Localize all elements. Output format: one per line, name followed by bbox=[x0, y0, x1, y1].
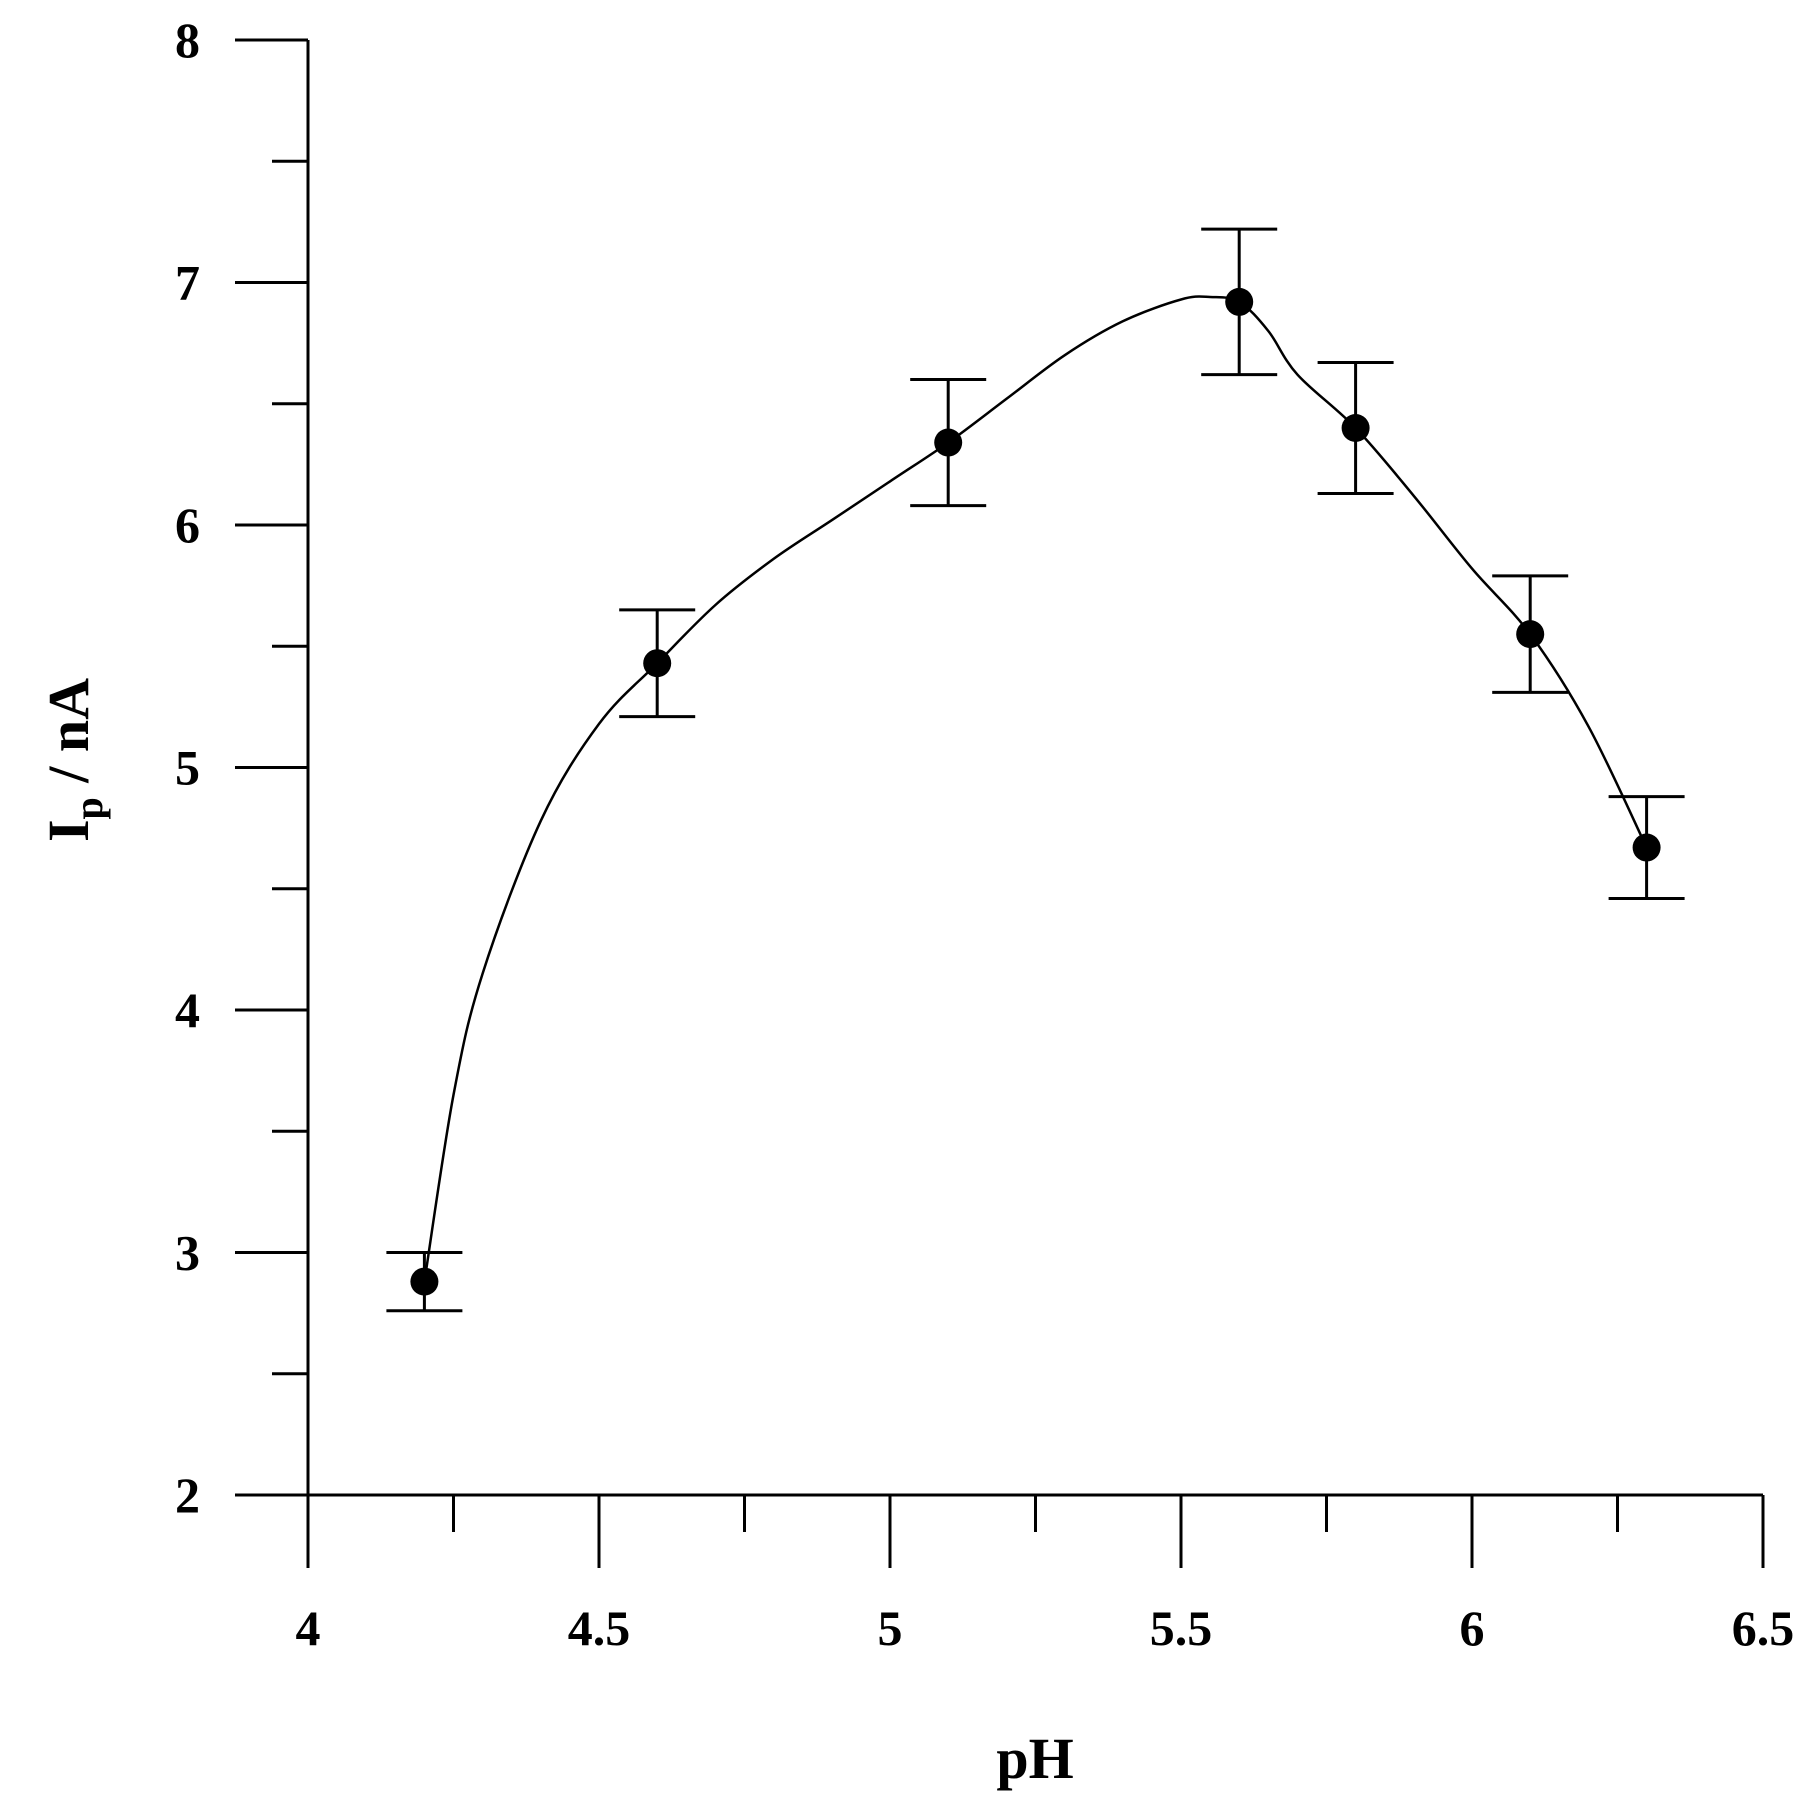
y-axis-title-suffix: / nA bbox=[36, 678, 101, 797]
y-ticks: 2 3 4 5 6 7 8 bbox=[175, 12, 308, 1523]
data-point bbox=[934, 428, 963, 457]
data-point bbox=[1516, 620, 1545, 649]
x-tick-label: 4 bbox=[296, 1600, 321, 1656]
y-tick-label: 8 bbox=[175, 12, 200, 68]
x-tick-label: 6.5 bbox=[1732, 1600, 1795, 1656]
y-tick-label: 4 bbox=[175, 982, 200, 1038]
x-tick-label: 4.5 bbox=[568, 1600, 631, 1656]
y-axis-title: Ip / nA bbox=[36, 678, 111, 842]
y-axis-title-subscript: p bbox=[66, 797, 111, 819]
y-tick-label: 7 bbox=[175, 255, 200, 311]
fit-curve bbox=[423, 295, 1648, 1282]
data-point bbox=[1341, 414, 1370, 442]
y-tick-label: 5 bbox=[175, 740, 200, 796]
x-tick-label: 5.5 bbox=[1150, 1600, 1213, 1656]
data-points bbox=[410, 287, 1661, 1296]
axes bbox=[235, 40, 1763, 1497]
x-ticks: 4 4.5 5 5.5 6 6.5 bbox=[296, 1495, 1795, 1656]
data-point bbox=[1225, 287, 1254, 316]
x-axis-title: pH bbox=[996, 1726, 1073, 1791]
x-tick-label: 6 bbox=[1460, 1600, 1485, 1656]
error-bars bbox=[386, 227, 1685, 1313]
data-point bbox=[643, 649, 672, 678]
data-point bbox=[1632, 833, 1661, 862]
x-tick-label: 5 bbox=[878, 1600, 903, 1656]
fit-curve-group bbox=[423, 295, 1648, 1282]
y-tick-label: 6 bbox=[175, 497, 200, 553]
y-tick-label: 2 bbox=[175, 1467, 200, 1523]
data-point bbox=[410, 1267, 439, 1296]
y-axis-title-main: I bbox=[36, 819, 101, 842]
y-tick-label: 3 bbox=[175, 1225, 200, 1281]
